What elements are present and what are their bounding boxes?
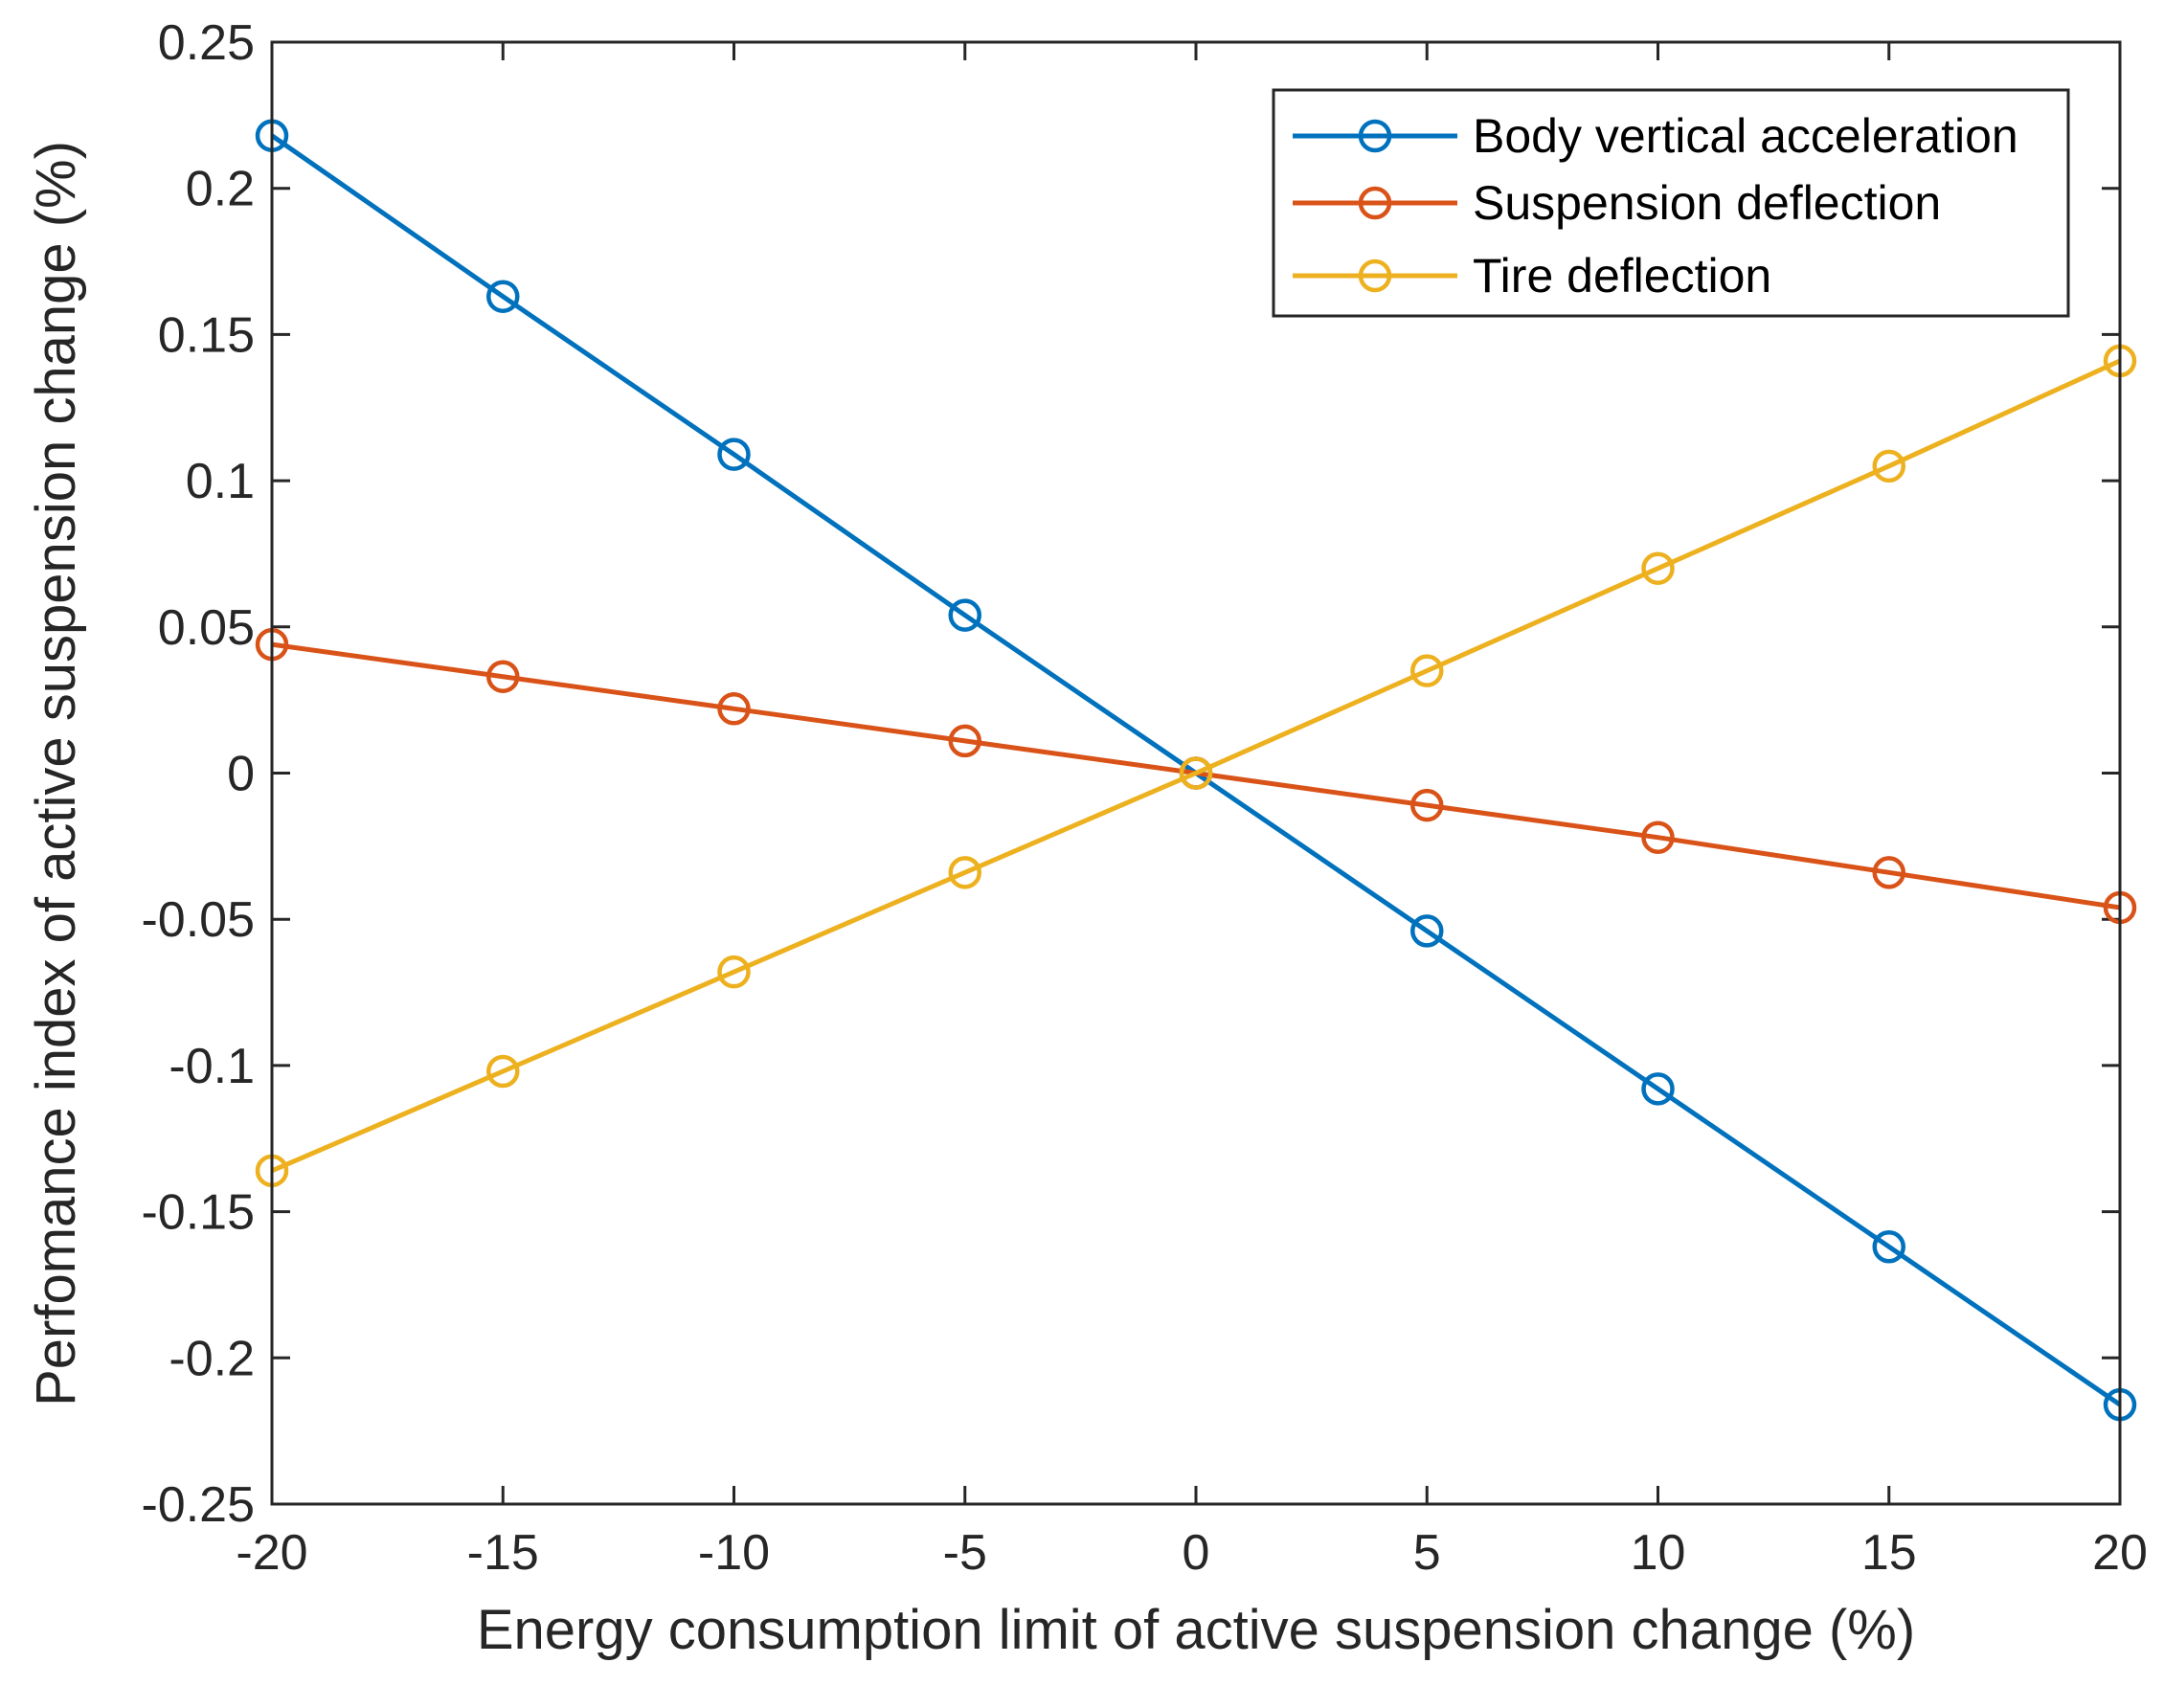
data-point [1872,1229,1905,1264]
data-point [717,438,751,471]
data-point [1410,914,1444,948]
data-point [486,1054,520,1089]
data-point [486,280,520,313]
data-point [1410,654,1444,687]
y-tick-label: 0.1 [186,454,255,509]
x-tick-label: -5 [943,1525,987,1581]
legend-marker-0 [1358,119,1392,153]
x-tick-label: 15 [1861,1525,1917,1581]
data-point [948,856,981,889]
data-point [948,724,981,758]
x-tick-label: -10 [698,1525,770,1581]
data-point [717,955,751,989]
x-tick-label: -20 [236,1525,307,1581]
x-tick-label: 10 [1631,1525,1686,1581]
x-tick-label: 5 [1413,1525,1441,1581]
tick-labels: -20 -15 -10 -5 0 5 10 15 20 -0.25 -0.2 -0.15 -0.1 -0.… [141,15,2147,1581]
y-tick-label: -0.1 [169,1039,255,1094]
series-line-2 [271,358,2122,1174]
data-point [1410,788,1444,822]
data-point [948,598,981,632]
data-point [717,692,751,726]
legend-label-0: Body vertical acceleration [1473,109,2018,163]
data-point [1641,820,1675,854]
y-tick-label: 0.05 [158,600,255,656]
plot-frame [270,40,2122,1506]
legend: Body vertical acceleration Suspension def… [1272,88,2070,318]
data-point [1872,856,1905,889]
y-tick-label: -0.15 [141,1185,255,1241]
x-tick-label: -15 [467,1525,539,1581]
y-tick-label: 0 [227,747,255,802]
legend-marker-1 [1358,186,1392,220]
x-tick-label: 0 [1183,1525,1210,1581]
series-layer [255,119,2137,1422]
data-point [1641,1072,1675,1106]
data-point [1179,756,1213,790]
y-tick-label: -0.05 [141,892,255,948]
legend-marker-2 [1358,258,1392,293]
legend-label-1: Suspension deflection [1473,176,1941,230]
y-axis-label: Perfomance index of active suspension ch… [25,141,87,1406]
data-point [1641,551,1675,585]
x-tick-label: 20 [2092,1525,2148,1581]
legend-label-2: Tire deflection [1473,249,1771,303]
y-tick-label: 0.2 [186,162,255,217]
y-tick-label: -0.2 [169,1331,255,1386]
y-tick-label: -0.25 [141,1477,255,1533]
data-point [486,660,520,693]
y-tick-label: 0.15 [158,307,255,363]
data-point [1872,449,1905,483]
x-axis-label: Energy consumption limit of active suspe… [477,1599,1915,1661]
y-tick-label: 0.25 [158,15,255,71]
